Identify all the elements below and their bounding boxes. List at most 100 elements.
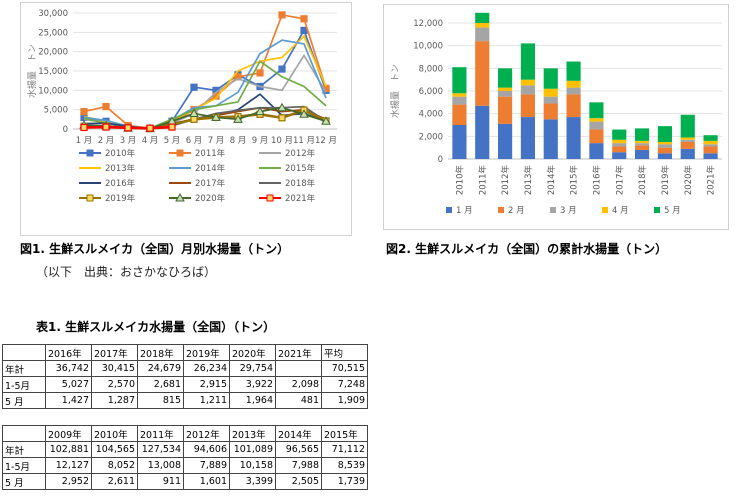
data-point bbox=[277, 102, 287, 112]
table-header-cell: 2021年 bbox=[275, 344, 322, 361]
x-tick-label: 2016年 bbox=[591, 165, 602, 196]
data-point bbox=[278, 114, 286, 122]
table-row: 5 月 2,952 2,611 911 1,601 3,399 2,505 1,… bbox=[2, 473, 368, 490]
table-cell: 102,881 bbox=[45, 441, 92, 458]
legend-label: 5 月 bbox=[664, 206, 681, 216]
data-point bbox=[255, 106, 265, 116]
table-header-cell: 2012年 bbox=[183, 425, 230, 442]
legend-label: 2020年 bbox=[195, 193, 226, 204]
data-point bbox=[300, 26, 308, 34]
bar-segment bbox=[452, 96, 467, 105]
table-cell: 2,611 bbox=[91, 473, 138, 490]
table-header-cell: 2016年 bbox=[45, 344, 92, 361]
bar-segment bbox=[566, 80, 581, 88]
table-row-label: 年計 bbox=[2, 360, 46, 377]
bar-segment bbox=[703, 153, 718, 159]
bar-segment bbox=[566, 61, 581, 81]
x-tick-label: 5 月 bbox=[164, 136, 181, 146]
legend-label: 2013年 bbox=[105, 163, 136, 174]
table-cell: 30,415 bbox=[91, 360, 138, 377]
data-point bbox=[190, 83, 198, 91]
table-cell: 12,127 bbox=[45, 457, 92, 474]
bar-segment bbox=[589, 143, 604, 159]
legend-swatch bbox=[550, 207, 556, 213]
bar-segment bbox=[498, 91, 513, 97]
data-point bbox=[299, 109, 309, 118]
table-header-cell: 2015年 bbox=[321, 425, 368, 442]
bar-segment bbox=[680, 139, 695, 142]
table-header-cell: 2019年 bbox=[183, 344, 230, 361]
table-cell: 2,505 bbox=[275, 473, 322, 490]
bar-segment bbox=[475, 105, 490, 159]
table-row: 1-5月 5,027 2,570 2,681 2,915 3,922 2,098… bbox=[2, 376, 368, 393]
bar-segment bbox=[657, 153, 672, 159]
x-tick-label: 10 月 bbox=[271, 136, 293, 146]
legend-swatch bbox=[654, 207, 660, 213]
table-cell: 911 bbox=[137, 473, 184, 490]
bar-segment bbox=[566, 94, 581, 118]
legend-swatch bbox=[498, 207, 504, 213]
figure2-caption: 図2. 生鮮スルメイカ（全国）の累計水揚量（トン） bbox=[386, 242, 668, 256]
bar-segment bbox=[498, 87, 513, 91]
bar-segment bbox=[635, 145, 650, 150]
table-cell: 1,964 bbox=[229, 392, 276, 409]
table-cell: 104,565 bbox=[91, 441, 138, 458]
table-cell: 2,570 bbox=[91, 376, 138, 393]
x-tick-label: 2013年 bbox=[523, 165, 534, 196]
bar-segment bbox=[566, 117, 581, 159]
y-tick-label: 2,000 bbox=[419, 132, 443, 142]
x-tick-label: 3 月 bbox=[120, 136, 137, 146]
landing-table-recent: 2016年 2017年 2018年 2019年 2020年 2021年 平均 年… bbox=[2, 344, 368, 409]
x-tick-label: 2018年 bbox=[637, 165, 648, 196]
legend-label: 2016年 bbox=[105, 178, 136, 189]
figure1-caption: 図1. 生鮮スルメイカ（全国）月別水揚量（トン） bbox=[20, 242, 290, 256]
x-tick-label: 4 月 bbox=[142, 136, 159, 146]
y-tick-label: 10,000 bbox=[413, 42, 443, 52]
legend-label: 2021年 bbox=[285, 193, 316, 204]
y-axis-label: 水揚量 トン bbox=[389, 64, 401, 118]
legend-label: 2019年 bbox=[105, 193, 136, 204]
table-row: 年計 102,881 104,565 127,534 94,606 101,08… bbox=[2, 441, 368, 458]
x-tick-label: 6 月 bbox=[186, 136, 203, 146]
table-cell: 24,679 bbox=[137, 360, 184, 377]
x-tick-label: 8 月 bbox=[230, 136, 247, 146]
data-point bbox=[168, 123, 176, 131]
landing-table-past: 2009年 2010年 2011年 2012年 2013年 2014年 2015… bbox=[2, 425, 368, 490]
table-cell: 2,098 bbox=[275, 376, 322, 393]
x-tick-label: 2020年 bbox=[683, 165, 694, 196]
bar-segment bbox=[543, 119, 558, 159]
bar-segment bbox=[612, 143, 627, 147]
table-cell bbox=[275, 360, 322, 377]
table-cell: 36,742 bbox=[45, 360, 92, 377]
data-point bbox=[233, 114, 243, 123]
y-tick-label: 20,000 bbox=[38, 48, 68, 58]
table-cell: 70,515 bbox=[321, 360, 368, 377]
table-cell: 8,052 bbox=[91, 457, 138, 474]
bar-segment bbox=[566, 87, 581, 95]
table-cell: 1,739 bbox=[321, 473, 368, 490]
table-cell: 1,601 bbox=[183, 473, 230, 490]
y-tick-label: 8,000 bbox=[419, 64, 443, 74]
bar-segment bbox=[703, 140, 718, 145]
table-cell: 2,681 bbox=[137, 376, 184, 393]
bar-segment bbox=[520, 79, 535, 86]
legend-label: 2017年 bbox=[195, 178, 226, 189]
source-note: （以下 出典：おさかなひろば） bbox=[36, 265, 217, 279]
bar-chart-canvas: 0 2,000 4,000 6,000 8,000 10,000 12,000 水揚量 トン 2… bbox=[389, 12, 722, 216]
table-cell: 101,089 bbox=[229, 441, 276, 458]
bar-segment bbox=[680, 114, 695, 138]
bar-segment bbox=[657, 144, 672, 148]
x-tick-label: 2011年 bbox=[477, 165, 488, 196]
bar-segment bbox=[543, 103, 558, 120]
y-tick-label: 12,000 bbox=[413, 19, 443, 29]
table-header-cell: 2013年 bbox=[229, 425, 276, 442]
table-cell: 94,606 bbox=[183, 441, 230, 458]
y-tick-label: 30,000 bbox=[38, 9, 68, 19]
bar-segment bbox=[520, 117, 535, 159]
table-cell: 1,287 bbox=[91, 392, 138, 409]
bar-segment bbox=[635, 149, 650, 159]
table-row: 5 月 1,427 1,287 815 1,211 1,964 481 1,90… bbox=[2, 392, 368, 409]
legend-label: 2012年 bbox=[285, 148, 316, 159]
data-point bbox=[189, 108, 199, 118]
x-tick-label: 2010年 bbox=[454, 165, 465, 196]
